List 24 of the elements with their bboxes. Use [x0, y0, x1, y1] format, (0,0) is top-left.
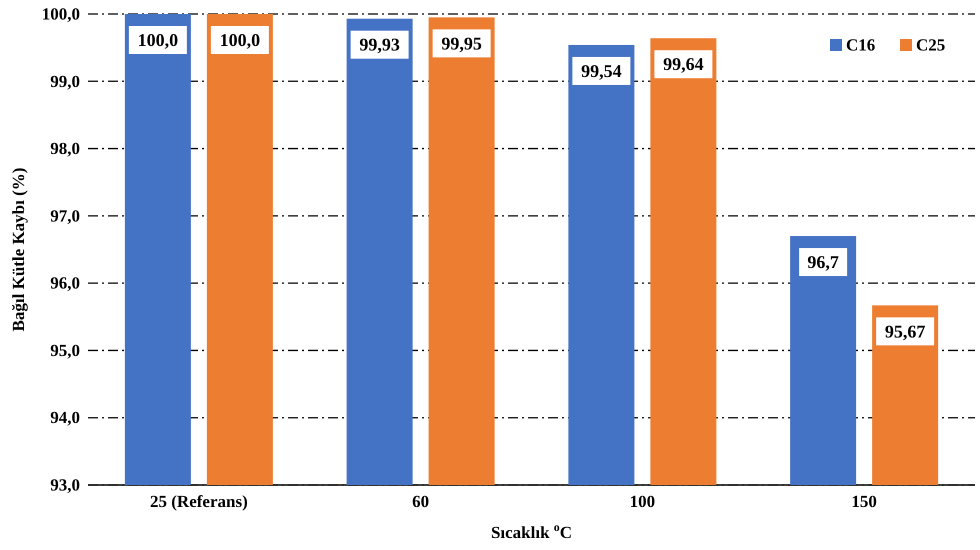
- legend-label: C16: [846, 36, 876, 54]
- y-tick-label: 94,0: [50, 408, 80, 428]
- x-tick-label: 150: [851, 492, 877, 511]
- data-label: 99,95: [441, 33, 482, 54]
- y-tick-label: 93,0: [50, 476, 80, 494]
- x-tick-label: 60: [412, 492, 430, 511]
- y-tick-label: 96,0: [50, 274, 80, 293]
- data-label: 99,54: [581, 60, 622, 81]
- legend-label: C25: [916, 36, 946, 54]
- x-tick-label: 25 (Referans): [150, 492, 248, 511]
- data-label: 95,67: [884, 321, 926, 342]
- y-tick-label: 98,0: [50, 139, 80, 158]
- y-tick-label: 95,0: [50, 340, 80, 360]
- y-tick-label: 99,0: [50, 72, 80, 91]
- x-axis-title: Sıcaklık $^{o}$C: [490, 520, 572, 542]
- y-axis-title: Bağıl Kütle Kaybı (%): [9, 168, 28, 332]
- x-tick-label: 100: [630, 492, 656, 511]
- data-label: 99,64: [663, 54, 704, 74]
- data-label: 100,0: [138, 30, 178, 50]
- data-label: 100,0: [220, 30, 260, 50]
- y-tick-label: 100,0: [42, 4, 80, 24]
- y-tick-label: 97,0: [50, 206, 80, 226]
- data-label: 96,7: [807, 252, 839, 272]
- data-label: 99,93: [359, 34, 400, 55]
